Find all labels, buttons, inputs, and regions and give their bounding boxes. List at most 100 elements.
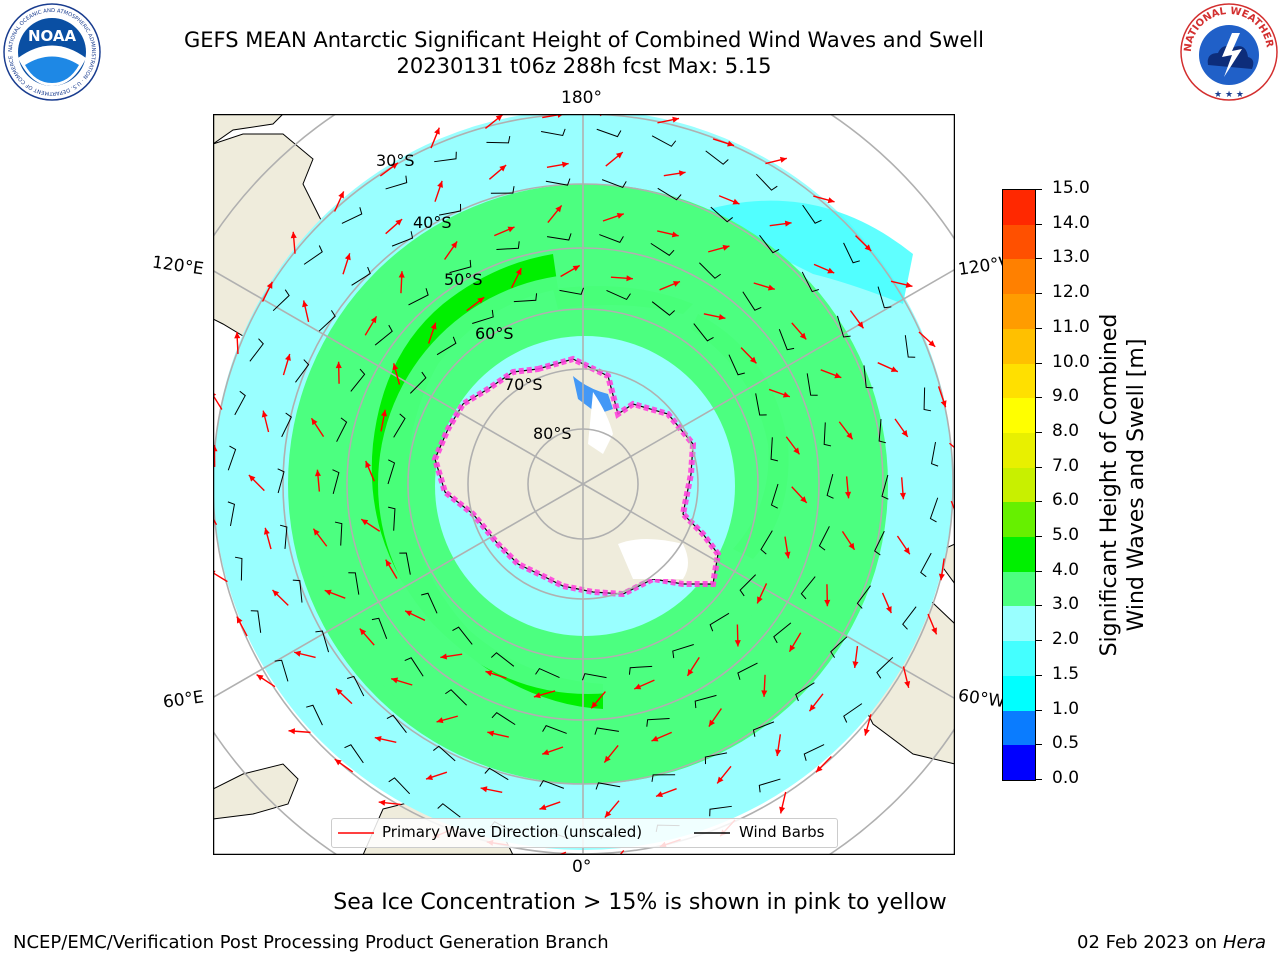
wave-direction-arrowhead: [437, 180, 443, 188]
wave-direction-arrowhead: [334, 759, 342, 766]
wave-direction-arrowhead: [615, 152, 623, 159]
wind-barb: [929, 497, 939, 523]
wind-barb: [227, 501, 236, 526]
wind-barb: [801, 271, 819, 293]
wind-barb: [388, 777, 411, 795]
wave-direction-arrowhead: [827, 197, 835, 204]
wind-barb: [436, 336, 457, 356]
wave-direction-arrowhead: [361, 519, 369, 526]
wave-direction-arrowhead: [365, 460, 371, 468]
wind-barb: [434, 151, 457, 163]
ocean-cyan-patch: [693, 200, 913, 304]
wind-barb: [737, 662, 758, 680]
wave-direction-arrowhead: [398, 271, 405, 278]
colorbar-tick-mark: [1035, 570, 1042, 572]
lat-label-80s: 80°S: [533, 424, 572, 443]
wave-direction-arrowhead: [290, 231, 297, 239]
wave-direction-arrowhead: [732, 198, 740, 205]
wave-direction-arrowhead: [451, 241, 458, 249]
wind-barb: [371, 617, 388, 639]
wind-barb: [399, 552, 411, 575]
wind-barb: [742, 291, 762, 311]
wave-direction-arrowhead: [655, 791, 663, 798]
colorbar-tick-label: 12.0: [1052, 282, 1090, 303]
wave-direction-arrowhead: [370, 316, 377, 324]
wave-direction-arrowhead: [890, 366, 898, 372]
wind-barb: [421, 592, 438, 614]
wind-barb: [387, 459, 396, 485]
wave-direction-arrow: [556, 851, 567, 855]
wind-barb: [484, 767, 509, 781]
wave-direction-legend-label: Primary Wave Direction (unscaled): [382, 823, 643, 841]
wind-barb: [408, 288, 429, 306]
colorbar-tick-mark: [1035, 779, 1042, 780]
colorbar-tick-label: 3.0: [1052, 594, 1080, 615]
lon-label-0: 0°: [572, 857, 592, 877]
wave-direction-arrowhead: [727, 140, 735, 147]
map-subtitle: 20230131 t06z 288h fcst Max: 5.15: [396, 54, 772, 78]
wind-barb: [336, 417, 348, 442]
wave-direction-arrowhead: [708, 719, 715, 727]
colorbar-tick-mark: [1035, 258, 1042, 260]
wind-barb: [795, 682, 815, 702]
wave-direction-arrowhead: [391, 162, 398, 170]
wind-barb: [699, 262, 721, 279]
wind-barb: [651, 301, 676, 316]
wind-barb: [547, 233, 572, 241]
wave-direction-arrowhead: [940, 400, 947, 408]
colorbar-tick-label: 7.0: [1052, 455, 1080, 476]
wave-direction-arrowhead: [487, 730, 495, 737]
wind-barb: [385, 175, 408, 190]
lat-label-30s: 30°S: [376, 151, 415, 170]
colorbar-title-line2: Wind Waves and Swell [m]: [1124, 338, 1149, 632]
wave-direction-arrowhead: [395, 219, 403, 226]
wind-barb: [303, 245, 323, 265]
wind-barb: [227, 445, 237, 471]
wave-direction-arrowhead: [761, 690, 768, 697]
wave-direction-arrowhead: [718, 314, 726, 320]
wave-direction-arrowhead: [405, 610, 413, 617]
colorbar-segment: [1003, 363, 1035, 399]
colorbar-segment: [1003, 224, 1035, 260]
wind-barb: [599, 234, 624, 244]
wave-direction-arrowhead: [784, 551, 791, 559]
wave-direction-arrowhead: [561, 161, 569, 168]
wave-direction-arrowhead: [294, 650, 302, 657]
wave-direction-arrowhead: [793, 447, 800, 455]
wave-direction-arrowhead: [434, 127, 440, 135]
wind-barb: [874, 530, 885, 556]
wind-barb: [535, 667, 560, 679]
wave-direction-arrowhead: [717, 776, 724, 784]
wave-direction-arrowhead: [604, 810, 612, 818]
polar-map: [213, 114, 955, 855]
wave-direction-arrowhead: [288, 728, 296, 735]
wind-barb: [386, 714, 407, 734]
colorbar-tick-mark: [1035, 189, 1042, 190]
wind-barb: [274, 659, 289, 682]
wind-barb: [388, 506, 396, 531]
wave-direction-arrowhead: [324, 589, 332, 596]
wind-barb: [545, 178, 571, 186]
wind-barb: [904, 335, 916, 358]
wave-direction-arrowhead: [844, 491, 852, 499]
wave-direction-arrowhead: [905, 281, 913, 288]
wind-barb: [601, 179, 627, 189]
wave-direction-arrowhead: [436, 717, 444, 724]
colorbar-tick-mark: [1035, 327, 1042, 329]
colorbar-segment: [1003, 328, 1035, 364]
colorbar-tick-label: 6.0: [1052, 490, 1080, 511]
wind-barb: [344, 744, 364, 764]
wave-direction-arrowhead: [256, 674, 264, 681]
wind-barb: [830, 636, 848, 658]
wave-direction-arrowhead: [904, 680, 911, 688]
wave-direction-arrowhead: [477, 297, 485, 304]
wave-direction-arrowhead: [864, 244, 872, 251]
wind-barb: [836, 315, 851, 338]
wind-barb: [672, 644, 694, 659]
wind-barb: [351, 266, 371, 286]
wave-direction-arrowhead: [236, 616, 243, 624]
wind-barb: [409, 371, 427, 394]
wave-direction-arrowhead: [440, 653, 448, 660]
wave-direction-arrowhead: [539, 804, 547, 810]
colorbar-tick-mark: [1035, 397, 1042, 399]
